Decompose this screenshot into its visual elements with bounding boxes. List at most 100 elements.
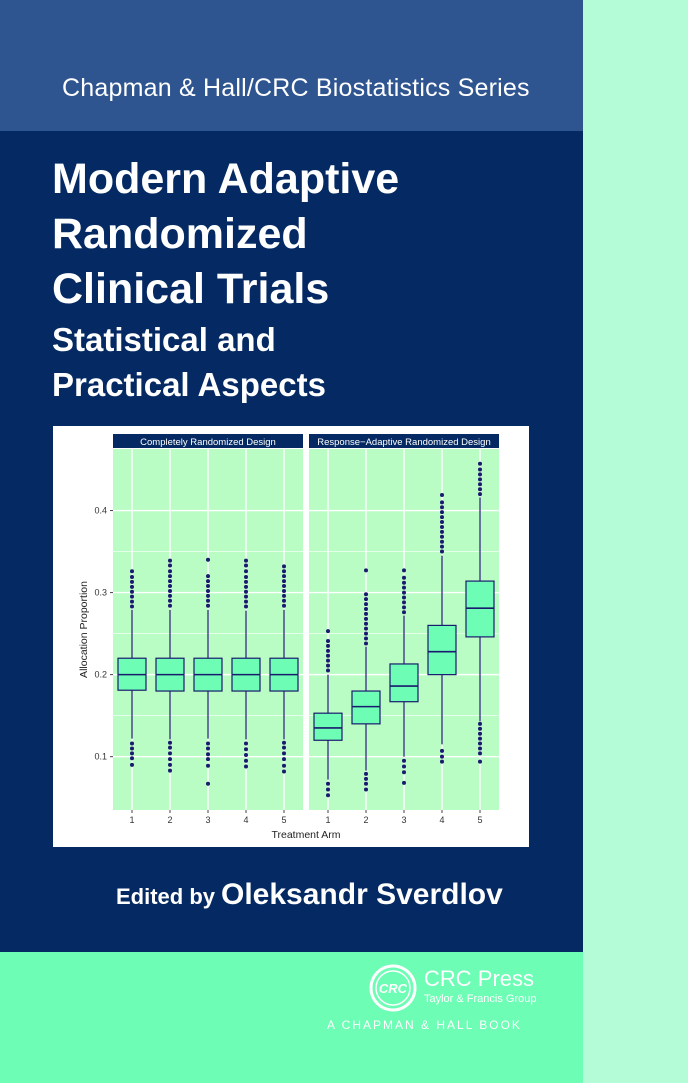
publisher-band [0, 952, 583, 1083]
outlier-point [364, 611, 368, 616]
boxplot-chart: Completely Randomized Design 1 2 3 4 5 Respons… [78, 434, 499, 841]
outlier-point [168, 603, 172, 608]
outlier-point [130, 604, 134, 609]
outlier-point [478, 721, 482, 726]
x-tick-label: 3 [401, 815, 406, 825]
outlier-point [364, 592, 368, 597]
outlier-point [206, 593, 210, 598]
x-tick-label: 3 [205, 815, 210, 825]
y-axis-label: Allocation Proportion [78, 581, 90, 678]
outlier-point [244, 599, 248, 604]
outlier-point [206, 588, 210, 593]
outlier-point [282, 593, 286, 598]
outlier-point [282, 745, 286, 750]
outlier-point [206, 746, 210, 751]
outlier-point [478, 731, 482, 736]
outlier-point [244, 747, 248, 752]
box [389, 663, 419, 703]
outlier-point [282, 569, 286, 574]
outlier-point [326, 648, 330, 653]
outlier-point [364, 641, 368, 646]
outlier-point [244, 579, 248, 584]
panel-title: Completely Randomized Design [140, 437, 276, 448]
outlier-point [168, 574, 172, 579]
outlier-point [478, 472, 482, 477]
outlier-point [364, 621, 368, 626]
outlier-point [206, 763, 210, 768]
outlier-point [130, 584, 134, 589]
outlier-point [364, 616, 368, 621]
outlier-point [440, 524, 444, 529]
publisher-name: CRC Press [424, 966, 535, 991]
outlier-point [168, 569, 172, 574]
outlier-point [440, 549, 444, 554]
outlier-point [364, 771, 368, 776]
outlier-point [244, 764, 248, 769]
outlier-point [206, 584, 210, 589]
outlier-point [478, 467, 482, 472]
outlier-point [364, 568, 368, 573]
subtitle-line-1: Statistical and [52, 321, 276, 358]
box [351, 690, 381, 725]
outlier-point [244, 584, 248, 589]
box [465, 580, 495, 638]
outlier-point [440, 759, 444, 764]
outlier-point [282, 564, 286, 569]
panel-title: Response−Adaptive Randomized Design [317, 437, 490, 448]
outlier-point [206, 757, 210, 762]
x-tick-label: 5 [477, 815, 482, 825]
outlier-point [282, 769, 286, 774]
outlier-point [364, 776, 368, 781]
title-line-1: Modern Adaptive [52, 155, 400, 203]
outlier-point [440, 515, 444, 520]
boxplot-figure: Completely Randomized Design 1 2 3 4 5 Respons… [53, 426, 529, 847]
outlier-point [478, 759, 482, 764]
outlier-point [168, 745, 172, 750]
outlier-point [168, 558, 172, 563]
outlier-point [402, 770, 406, 775]
outlier-point [440, 534, 444, 539]
publisher-book-line: A CHAPMAN & HALL BOOK [327, 1018, 522, 1032]
outlier-point [402, 764, 406, 769]
x-tick-label: 2 [167, 815, 172, 825]
outlier-point [168, 768, 172, 773]
outlier-point [244, 569, 248, 574]
outlier-point [282, 757, 286, 762]
outlier-point [168, 593, 172, 598]
outlier-point [168, 757, 172, 762]
y-tick-label: 0.4 [94, 506, 107, 516]
outlier-point [130, 746, 134, 751]
outlier-point [326, 668, 330, 673]
series-title: Chapman & Hall/CRC Biostatistics Series [62, 74, 530, 102]
outlier-point [478, 482, 482, 487]
outlier-point [402, 575, 406, 580]
outlier-point [402, 758, 406, 763]
outlier-point [168, 588, 172, 593]
outlier-point [326, 781, 330, 786]
outlier-point [282, 603, 286, 608]
outlier-point [440, 510, 444, 515]
outlier-point [130, 751, 134, 756]
outlier-point [440, 539, 444, 544]
box [313, 712, 343, 741]
outlier-point [326, 653, 330, 658]
outlier-point [244, 589, 248, 594]
outlier-point [402, 580, 406, 585]
outlier-point [206, 579, 210, 584]
outlier-point [364, 597, 368, 602]
outlier-point [206, 598, 210, 603]
outlier-point [130, 741, 134, 746]
outlier-point [364, 602, 368, 607]
title-line-3: Clinical Trials [52, 265, 330, 313]
outlier-point [206, 752, 210, 757]
outlier-point [326, 663, 330, 668]
title-line-2: Randomized [52, 210, 308, 258]
outlier-point [364, 631, 368, 636]
outlier-point [282, 574, 286, 579]
outlier-point [206, 741, 210, 746]
outlier-point [130, 594, 134, 599]
outlier-point [402, 595, 406, 600]
outlier-point [244, 741, 248, 746]
crc-logo-icon: CRC [369, 964, 417, 1012]
y-tick-label: 0.3 [94, 588, 107, 598]
